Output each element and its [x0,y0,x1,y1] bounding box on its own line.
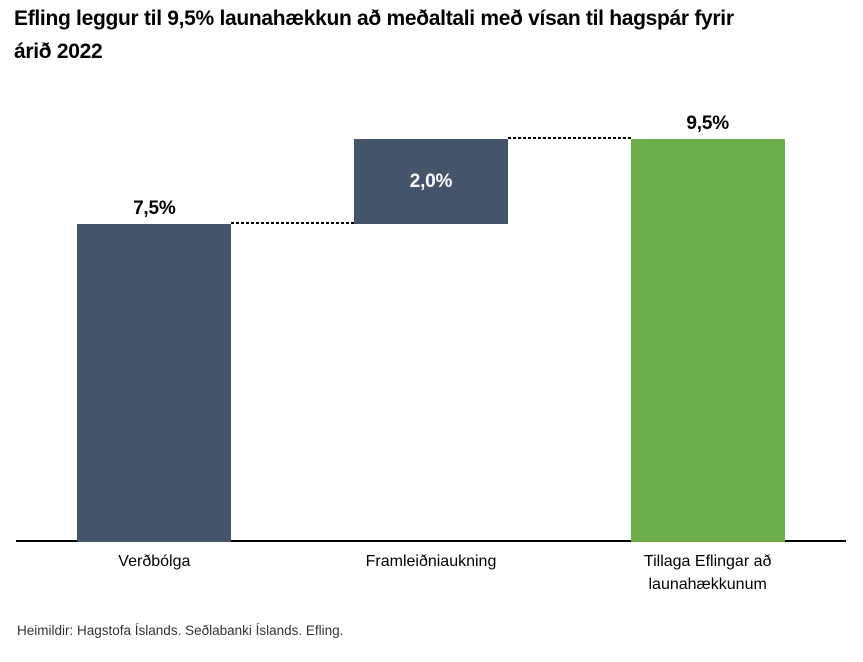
bar-value-label-0: 7,5% [133,198,176,219]
bar-1 [354,139,508,224]
connector-line-1 [508,137,631,140]
chart-title: Efling leggur til 9,5% launahækkun að me… [14,7,734,63]
category-label-1: Framleiðniaukning [365,553,497,570]
bar-value-label-1: 2,0% [409,170,453,192]
category-label-0: Verðbólga [118,553,191,570]
bar-0 [77,224,232,542]
x-axis-line [16,540,846,542]
category-label-2: Tillaga Eflingar að launahækkunum [643,553,772,593]
bar-2 [630,139,785,542]
source-note: Heimildir: Hagstofa Íslands. Seðlabanki … [17,623,344,638]
connector-line-0 [231,222,354,224]
bar-value-label-2: 9,5% [686,113,729,135]
